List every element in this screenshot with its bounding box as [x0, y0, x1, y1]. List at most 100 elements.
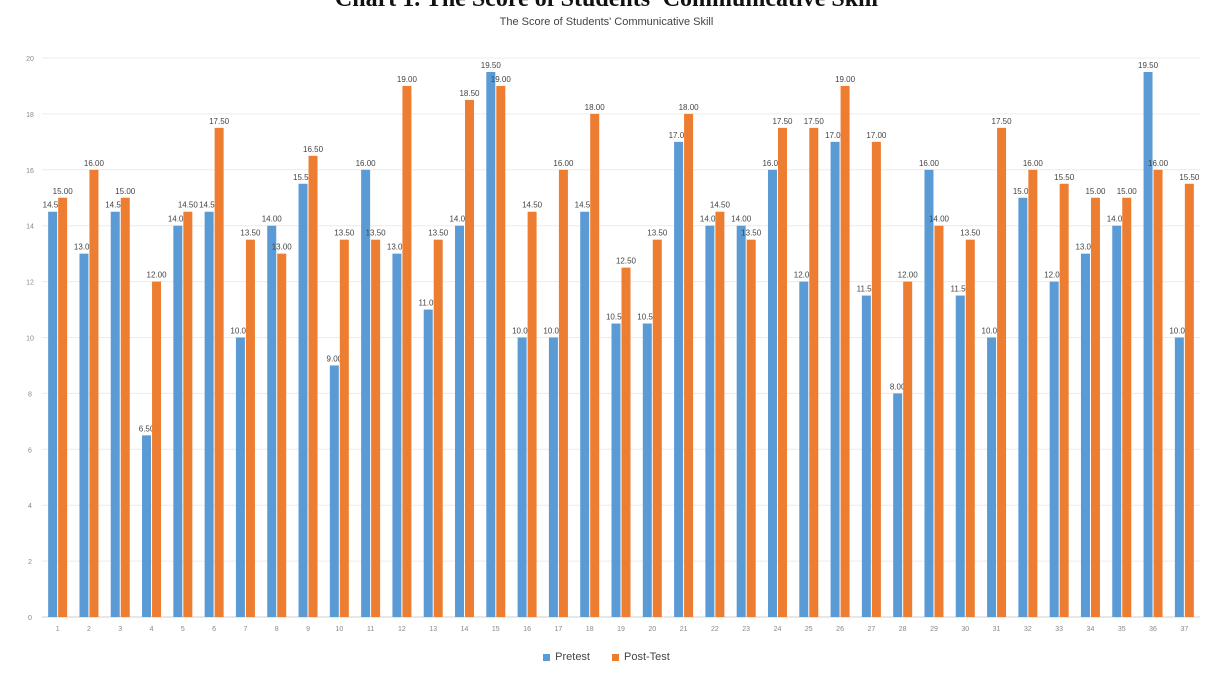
x-tick-label: 20 [648, 626, 656, 633]
data-label-pretest: 12.00 [1044, 271, 1065, 280]
legend-label-pretest: Pretest [555, 651, 590, 663]
data-label-pretest: 14.00 [1107, 215, 1128, 224]
x-tick-label: 24 [774, 626, 782, 633]
data-label-posttest: 16.00 [1148, 159, 1169, 168]
bar-pretest [924, 169, 934, 618]
x-tick-label: 12 [398, 626, 406, 633]
data-label-pretest: 10.00 [543, 327, 564, 336]
data-label-pretest: 9.00 [327, 354, 343, 363]
x-tick-label: 18 [586, 626, 594, 633]
data-label-posttest: 15.50 [1054, 173, 1075, 182]
bar-posttest [120, 197, 130, 617]
bar-pretest [1049, 281, 1059, 617]
data-label-posttest: 17.50 [209, 117, 230, 126]
x-tick-label: 35 [1118, 626, 1126, 633]
data-label-posttest: 15.00 [53, 187, 74, 196]
document-chart-caption: Chart 1. The Score of Students' Communic… [0, 0, 1213, 13]
x-tick-label: 4 [150, 626, 154, 633]
data-label-pretest: 16.00 [356, 159, 377, 168]
bar-posttest [308, 155, 318, 617]
bar-posttest [558, 169, 568, 618]
x-tick-label: 13 [429, 626, 437, 633]
bar-pretest [1143, 71, 1153, 618]
x-tick-label: 23 [742, 626, 750, 633]
x-tick-label: 2 [87, 626, 91, 633]
bar-pretest [110, 211, 120, 617]
data-label-pretest: 14.00 [700, 215, 721, 224]
data-label-pretest: 13.00 [387, 243, 408, 252]
bar-pretest [861, 295, 871, 617]
data-label-posttest: 17.50 [804, 117, 825, 126]
bar-pretest [705, 225, 715, 617]
data-label-posttest: 14.50 [178, 201, 199, 210]
bar-posttest [684, 113, 694, 618]
bar-posttest [152, 281, 162, 617]
bar-pretest [987, 337, 997, 617]
bar-pretest [173, 225, 183, 617]
data-label-pretest: 8.00 [890, 382, 906, 391]
bar-pretest [517, 337, 527, 617]
data-label-pretest: 15.00 [1013, 187, 1034, 196]
data-label-pretest: 11.00 [418, 299, 438, 308]
bar-posttest [1153, 169, 1163, 618]
x-tick-label: 15 [492, 626, 500, 633]
data-label-pretest: 10.00 [1169, 327, 1190, 336]
data-label-pretest: 14.50 [105, 201, 126, 210]
data-label-pretest: 13.00 [1075, 243, 1096, 252]
x-tick-label: 36 [1149, 626, 1157, 633]
bar-posttest [1059, 183, 1069, 617]
bar-pretest [142, 435, 152, 617]
bar-posttest [433, 239, 443, 618]
data-label-pretest: 14.00 [449, 215, 470, 224]
bar-posttest [371, 239, 381, 618]
bar-pretest [392, 253, 402, 617]
bar-posttest [339, 239, 349, 618]
bar-pretest [455, 225, 465, 617]
data-label-pretest: 14.00 [731, 215, 752, 224]
data-label-pretest: 14.50 [575, 201, 596, 210]
y-tick-label: 0 [28, 615, 32, 622]
bar-posttest [903, 281, 913, 617]
x-tick-label: 30 [961, 626, 969, 633]
bar-posttest [1028, 169, 1038, 618]
x-tick-label: 27 [867, 626, 875, 633]
data-label-pretest: 14.50 [43, 201, 64, 210]
x-tick-label: 6 [212, 626, 216, 633]
y-tick-label: 2 [28, 559, 32, 566]
bar-pretest [674, 141, 684, 617]
data-label-posttest: 17.50 [772, 117, 793, 126]
x-tick-label: 8 [275, 626, 279, 633]
data-label-pretest: 6.50 [139, 424, 155, 433]
bar-posttest [277, 253, 287, 617]
bar-posttest [997, 127, 1007, 617]
bar-posttest [777, 127, 787, 617]
data-label-posttest: 16.00 [553, 159, 574, 168]
data-label-pretest: 10.00 [982, 327, 1003, 336]
bar-pretest [767, 169, 777, 618]
data-label-posttest: 18.00 [585, 103, 606, 112]
data-label-pretest: 11.50 [857, 285, 877, 294]
data-label-posttest: 14.50 [710, 201, 731, 210]
bar-posttest [1122, 197, 1132, 617]
bar-posttest [214, 127, 224, 617]
y-tick-label: 10 [26, 336, 34, 343]
x-tick-label: 5 [181, 626, 185, 633]
legend-swatch-posttest [612, 653, 619, 661]
bar-posttest [590, 113, 600, 618]
bar-pretest [736, 225, 746, 617]
data-label-posttest: 16.00 [1023, 159, 1044, 168]
data-label-pretest: 12.00 [794, 271, 815, 280]
bar-pretest [955, 295, 965, 617]
bar-pretest [830, 141, 840, 617]
x-tick-label: 10 [335, 626, 343, 633]
bar-pretest [1174, 337, 1184, 617]
x-tick-label: 17 [555, 626, 563, 633]
data-label-posttest: 17.00 [866, 131, 887, 140]
data-label-pretest: 17.00 [825, 131, 846, 140]
bar-pretest [580, 211, 590, 617]
y-tick-label: 16 [26, 168, 34, 175]
data-label-pretest: 11.50 [951, 285, 971, 294]
data-label-pretest: 14.00 [168, 215, 189, 224]
x-tick-label: 9 [306, 626, 310, 633]
